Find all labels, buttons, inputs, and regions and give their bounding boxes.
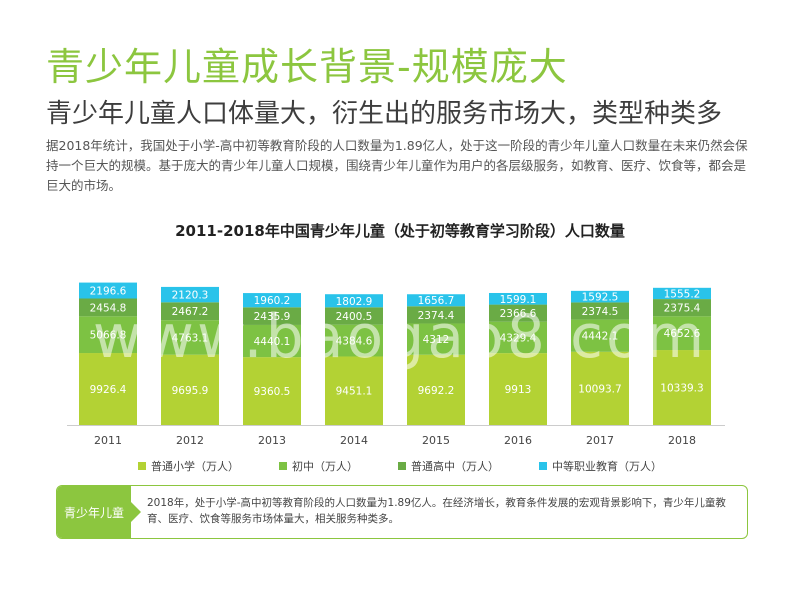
bar-segment-vocational-2014 [325, 294, 383, 308]
bar-segment-junior-2012 [161, 320, 219, 355]
data-label-senior-2017: 2374.5 [582, 306, 619, 318]
data-label-senior-2013: 2435.9 [254, 311, 291, 323]
bar-segment-vocational-2012 [161, 286, 219, 303]
legend-item-senior: 普通高中（万人） [398, 458, 499, 474]
legend-swatch-primary [138, 462, 146, 470]
bar-segment-primary-2016 [489, 353, 547, 425]
legend-swatch-junior [279, 462, 287, 470]
page-subtitle: 青少年儿童人口体量大，衍生出的服务市场大，类型种类多 [46, 99, 723, 129]
bar-segment-vocational-2017 [571, 290, 629, 303]
data-label-junior-2013: 4440.1 [254, 336, 291, 348]
data-label-vocational-2013: 1960.2 [254, 295, 291, 307]
data-label-vocational-2014: 1802.9 [336, 296, 373, 308]
bar-segment-primary-2015 [407, 354, 465, 425]
bar-segment-primary-2012 [161, 354, 219, 425]
legend-swatch-senior [398, 462, 406, 470]
data-label-senior-2015: 2374.4 [418, 310, 455, 322]
bar-segment-primary-2013 [243, 357, 301, 425]
x-tick-label-2015: 2015 [422, 434, 450, 447]
summary-note: 青少年儿童 2018年，处于小学-高中初等教育阶段的人口数量为1.89亿人。在经… [56, 485, 748, 539]
bar-segment-vocational-2013 [243, 293, 301, 308]
data-label-junior-2015: 4312 [423, 334, 450, 346]
bar-segment-senior-2011 [79, 298, 137, 317]
bar-segment-primary-2014 [325, 356, 383, 425]
bar-segment-senior-2013 [243, 307, 301, 325]
note-arrow-icon [131, 502, 141, 522]
data-label-senior-2012: 2467.2 [172, 306, 209, 318]
data-label-vocational-2015: 1656.7 [418, 295, 455, 307]
data-label-senior-2018: 2375.4 [664, 303, 701, 315]
bar-segment-vocational-2015 [407, 294, 465, 307]
data-label-vocational-2016: 1599.1 [500, 294, 537, 306]
data-label-primary-2012: 9695.9 [172, 385, 209, 397]
data-label-primary-2016: 9913 [505, 384, 532, 396]
data-label-junior-2011: 5066.8 [90, 330, 127, 342]
data-label-vocational-2017: 1592.5 [582, 292, 619, 304]
data-label-junior-2016: 4329.4 [500, 332, 537, 344]
bar-segment-senior-2017 [571, 302, 629, 320]
bar-segment-vocational-2016 [489, 292, 547, 305]
bar-segment-vocational-2018 [653, 287, 711, 300]
data-label-primary-2011: 9926.4 [90, 384, 127, 396]
intro-paragraph: 据2018年统计，我国处于小学-高中初等教育阶段的人口数量为1.89亿人，处于这… [46, 138, 748, 193]
data-label-primary-2014: 9451.1 [336, 386, 373, 398]
data-label-junior-2017: 4442.1 [582, 331, 619, 343]
x-tick-label-2012: 2012 [176, 434, 204, 447]
data-label-junior-2012: 4763.1 [172, 332, 209, 344]
bar-segment-senior-2014 [325, 307, 383, 325]
data-label-vocational-2012: 2120.3 [172, 290, 209, 302]
x-tick-label-2018: 2018 [668, 434, 696, 447]
x-tick-label-2011: 2011 [94, 434, 122, 447]
note-text: 2018年，处于小学-高中初等教育阶段的人口数量为1.89亿人。在经济增长，教育… [147, 497, 726, 525]
legend-item-junior: 初中（万人） [279, 458, 358, 474]
legend-label-vocational: 中等职业教育（万人） [552, 460, 662, 473]
bar-segment-senior-2015 [407, 306, 465, 324]
legend-label-junior: 初中（万人） [292, 460, 358, 473]
data-label-primary-2013: 9360.5 [254, 386, 291, 398]
data-label-junior-2014: 4384.6 [336, 336, 373, 348]
bar-segment-primary-2017 [571, 351, 629, 425]
bar-segment-junior-2014 [325, 324, 383, 357]
bar-segment-junior-2018 [653, 316, 711, 351]
bar-segment-junior-2016 [489, 321, 547, 354]
bar-segment-junior-2017 [571, 319, 629, 352]
bar-segment-primary-2011 [79, 353, 137, 425]
page-title: 青少年儿童成长背景-规模庞大 [46, 45, 568, 89]
data-label-senior-2011: 2454.8 [90, 302, 127, 314]
legend-label-primary: 普通小学（万人） [151, 460, 239, 473]
bar-segment-senior-2012 [161, 302, 219, 321]
x-tick-label-2016: 2016 [504, 434, 532, 447]
data-label-primary-2015: 9692.2 [418, 385, 455, 397]
bar-segment-junior-2015 [407, 323, 465, 355]
data-label-primary-2018: 10339.3 [660, 383, 703, 395]
bar-segment-junior-2013 [243, 324, 301, 358]
chart-title: 2011-2018年中国青少年儿童（处于初等教育学习阶段）人口数量 [175, 222, 625, 240]
data-label-senior-2014: 2400.5 [336, 311, 373, 323]
bar-segment-primary-2018 [653, 350, 711, 425]
data-label-senior-2016: 2366.6 [500, 308, 537, 320]
bar-segment-junior-2011 [79, 316, 137, 354]
x-tick-label-2013: 2013 [258, 434, 286, 447]
bar-segment-vocational-2011 [79, 282, 137, 299]
legend-item-vocational: 中等职业教育（万人） [539, 458, 662, 474]
x-tick-label-2017: 2017 [586, 434, 614, 447]
legend-swatch-vocational [539, 462, 547, 470]
note-label: 青少年儿童 [57, 486, 131, 538]
legend-label-senior: 普通高中（万人） [411, 460, 499, 473]
data-label-primary-2017: 10093.7 [578, 383, 621, 395]
watermark: www.baogao8.com [92, 302, 708, 372]
bar-segment-senior-2018 [653, 299, 711, 317]
data-label-junior-2018: 4652.6 [664, 328, 701, 340]
legend-item-primary: 普通小学（万人） [138, 458, 239, 474]
bar-segment-senior-2016 [489, 304, 547, 322]
data-label-vocational-2018: 1555.2 [664, 288, 701, 300]
x-tick-label-2014: 2014 [340, 434, 368, 447]
chart-legend: 普通小学（万人） 初中（万人） 普通高中（万人） 中等职业教育（万人） [0, 458, 800, 474]
data-label-vocational-2011: 2196.6 [90, 286, 127, 298]
